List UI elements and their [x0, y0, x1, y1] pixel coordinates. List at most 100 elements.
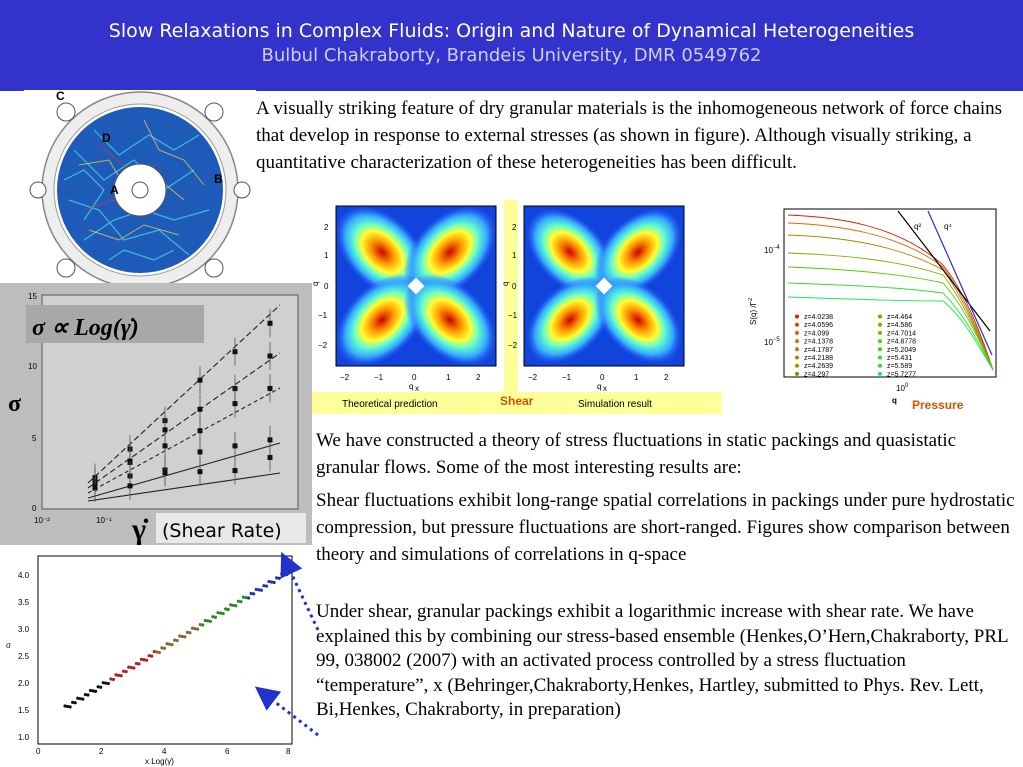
data-point: [197, 428, 203, 434]
collapse-point: [254, 587, 258, 591]
legend-entry: z=4.8778: [887, 339, 916, 346]
theory-caption: Theoretical prediction: [342, 399, 438, 410]
collapse-point: [99, 685, 103, 689]
collapse-point: [129, 665, 133, 670]
collapse-point: [162, 646, 167, 650]
collapse-point: [91, 689, 95, 693]
left-y-tick: 0: [324, 282, 329, 291]
gamma-dot-symbol: γ̇: [131, 513, 149, 545]
left-y-tick: 2: [324, 223, 329, 232]
data-point: [232, 401, 238, 407]
collapse-point: [190, 626, 195, 630]
collapse-point: [196, 627, 200, 631]
header-banner: Slow Relaxations in Complex Fluids: Orig…: [0, 0, 1023, 91]
shear-contour-figure: −2 −1 0 1 2 q x 2 1 0 −1 −2 q −2 −1 0 1 …: [312, 200, 722, 414]
collapse-y-tick: 3.0: [18, 625, 30, 634]
disk-label-d: D: [102, 131, 111, 145]
collapse-point: [185, 630, 189, 634]
collapse-point: [106, 681, 110, 686]
pressure-series-curves: [787, 214, 994, 371]
data-point: [127, 458, 133, 464]
right-x-tick: 2: [664, 373, 669, 382]
legend-entry: z=4.7014: [887, 330, 916, 337]
legend-marker: [795, 314, 799, 319]
collapse-y-tick: 3.5: [18, 598, 30, 607]
sigma-y-tick: 10: [28, 362, 37, 371]
collapse-point: [231, 603, 235, 607]
stress-vs-shear-rate-plot: σ ∝ Log(γ̇) σ 15 10 5 0 10⁻² 10⁻¹ 1 10 γ…: [0, 283, 312, 545]
pressure-structure-factor-plot: q² q⁴ 10−4 10−5 S(q) /Γ2 100 q z=4.0238z…: [748, 205, 1000, 415]
collapse-point: [119, 674, 123, 678]
collapse-point: [277, 576, 281, 580]
collapse-y-tick: 2.0: [18, 679, 30, 688]
legend-right-column: z=4.464z=4.586z=4.7014z=4.8778z=5.2049z=…: [878, 314, 916, 378]
left-x-tick: 2: [476, 373, 481, 382]
collapse-point: [267, 579, 271, 584]
collapse-point: [272, 580, 276, 585]
legend-marker: [878, 330, 882, 335]
collapse-point: [88, 688, 93, 693]
collapse-x-tick: 6: [225, 747, 230, 756]
collapse-point: [178, 634, 182, 638]
legend-marker: [795, 355, 799, 360]
y-tick-upper: 10−4: [764, 245, 780, 255]
collapse-point: [211, 615, 215, 619]
pressure-caption: Pressure: [912, 398, 964, 412]
collapse-y-tick: 1.0: [18, 733, 30, 742]
collapse-point: [94, 689, 98, 693]
disk-label-b: B: [214, 172, 223, 186]
left-y-axis-label: q: [312, 282, 320, 286]
collapse-point: [193, 627, 197, 631]
y-tick-lower: 10−5: [764, 337, 780, 347]
collapse-point: [71, 700, 75, 704]
legend-marker: [878, 314, 882, 319]
left-x-tick: −2: [340, 373, 350, 382]
collapse-point: [249, 591, 253, 596]
collapse-point: [114, 673, 118, 677]
collapse-point: [63, 704, 67, 708]
pressure-x-label: q: [892, 396, 897, 405]
sigma-axis-symbol: σ: [8, 391, 21, 417]
data-point: [267, 385, 273, 391]
collapse-point: [155, 650, 159, 654]
collapse-point: [157, 650, 161, 655]
legend-entry: z=4.297: [804, 371, 829, 378]
right-y-tick: −1: [508, 311, 518, 320]
collapse-point: [208, 619, 212, 623]
legend-marker: [878, 355, 882, 360]
collapse-x-tick: 2: [99, 747, 104, 756]
legend-left-column: z=4.0238z=4.0596z=4.099z=4.1378z=4.1787z…: [795, 314, 833, 378]
paragraph-intro: A visually striking feature of dry granu…: [256, 98, 1003, 173]
fit-line: [87, 472, 281, 502]
collapse-point: [167, 642, 172, 646]
collapse-point: [116, 673, 121, 677]
collapse-point: [139, 657, 144, 661]
collapse-x-tick: 4: [162, 747, 167, 756]
right-y-tick: −2: [508, 341, 518, 350]
collapse-x-tick: 0: [36, 747, 41, 756]
data-point: [267, 437, 273, 443]
left-x-tick: 0: [412, 373, 417, 382]
collapse-point: [290, 568, 294, 573]
collapse-point: [81, 697, 85, 701]
collapse-point: [244, 595, 248, 600]
collapse-point: [257, 588, 261, 592]
collapse-point: [165, 642, 169, 646]
collapse-point: [152, 649, 156, 654]
legend-entry: z=4.2639: [804, 363, 833, 370]
legend-marker: [795, 347, 799, 352]
proportionality-formula: σ ∝ Log(γ̇): [32, 315, 139, 341]
data-point: [267, 454, 273, 460]
collapse-point: [96, 685, 100, 689]
right-x-tick: 1: [634, 373, 639, 382]
right-x-tick: 0: [600, 373, 605, 382]
data-point: [232, 349, 238, 355]
collapse-point: [224, 607, 228, 611]
collapse-point: [132, 666, 136, 670]
collapse-point: [104, 681, 108, 685]
slide-title: Slow Relaxations in Complex Fluids: Orig…: [108, 20, 915, 42]
left-x-axis-label: q: [409, 382, 413, 391]
data-point: [162, 470, 168, 476]
collapse-point: [180, 634, 184, 639]
collapse-point: [175, 638, 179, 643]
